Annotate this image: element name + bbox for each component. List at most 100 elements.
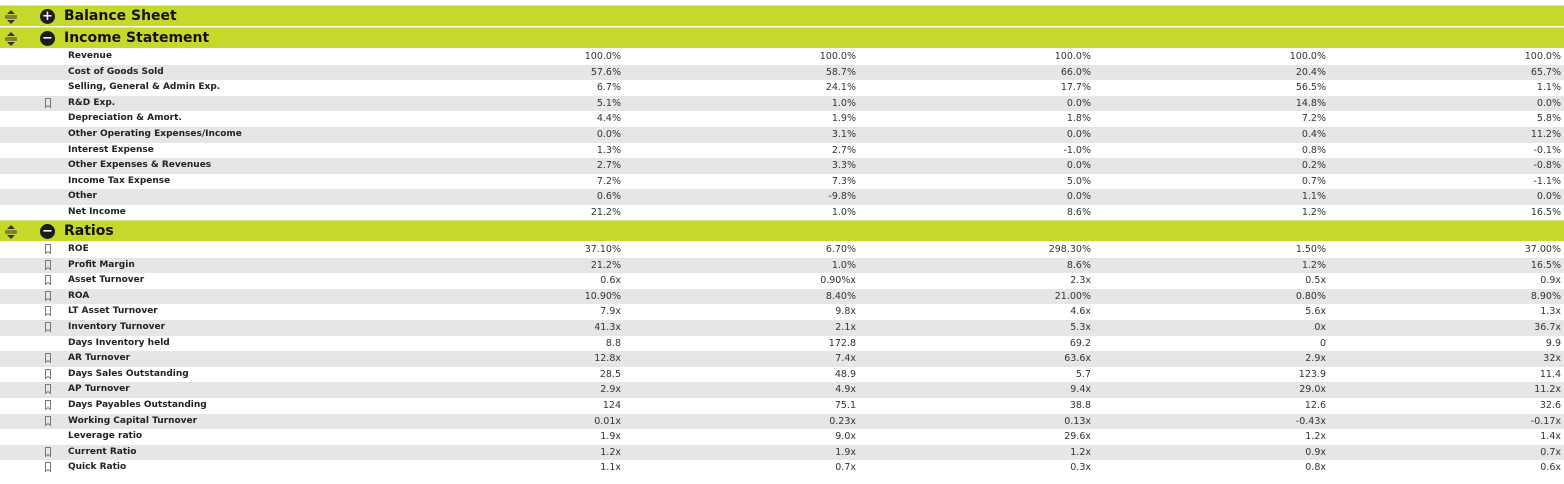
collapse-icon[interactable]: − (40, 31, 55, 46)
bookmark-icon[interactable] (45, 275, 51, 286)
cell-value: 17.7% (1060, 82, 1091, 94)
row-label: AR Turnover (68, 353, 131, 364)
cell-value: 8.90% (1530, 290, 1561, 302)
cell-value: 100.0% (584, 51, 621, 62)
table-row: Days Inventory held 8.8 172.8 69.2 0 9.9 (0, 336, 1564, 352)
bookmark-icon[interactable] (45, 415, 51, 427)
drag-handle-icon[interactable] (4, 31, 18, 46)
cell-value: 0.9x (1540, 275, 1561, 287)
table-row: Working Capital Turnover 0.01x 0.23x 0.13x -… (0, 413, 1564, 430)
row-label: Other Expenses & Revenues (68, 160, 212, 171)
table-row: Other Expenses & Revenues 2.7% 3.3% 0.0% 0.2… (0, 158, 1564, 174)
cell-value: 0.3x (1070, 462, 1091, 474)
cell-value: 9.9 (1545, 337, 1561, 349)
cell-value: 0.0% (1066, 191, 1091, 203)
bookmark-icon[interactable] (45, 97, 51, 109)
row-label: Days Sales Outstanding (68, 368, 189, 379)
cell-value: 4.4% (596, 113, 621, 125)
cell-value: 1.2% (1301, 207, 1326, 218)
cell-value: -0.43x (1295, 415, 1326, 427)
cell-value: 1.9x (835, 446, 856, 458)
table-row: Days Payables Outstanding 124 75.1 38.8 12.6… (0, 398, 1564, 414)
bookmark-icon[interactable] (45, 400, 51, 411)
cell-value: 32.6 (1539, 400, 1561, 411)
table-row: LT Asset Turnover 7.9x 9.8x 4.6x 5.6x 1.3x (0, 304, 1564, 320)
bookmark-icon[interactable] (45, 462, 51, 473)
row-label: Net Income (68, 207, 126, 217)
bookmark-icon[interactable] (45, 446, 51, 458)
cell-value: 0.23x (829, 415, 856, 427)
cell-value: 5.3x (1070, 322, 1091, 333)
cell-value: 0.0% (596, 129, 621, 140)
cell-value: 298.30% (1048, 244, 1091, 255)
cell-value: 1.2x (1305, 431, 1326, 443)
cell-value: 65.7% (1530, 66, 1561, 78)
cell-value: -9.8% (828, 191, 856, 203)
section-ratios[interactable]: − Ratios (0, 220, 1564, 241)
table-row: Cost of Goods Sold 57.6% 58.7% 66.0% 20.4% 65… (0, 64, 1564, 81)
cell-value: 21.2% (590, 207, 621, 218)
table-row: Profit Margin 21.2% 1.0% 8.6% 1.2% 16.5% (0, 257, 1564, 274)
cell-value: 2.7% (596, 160, 621, 172)
cell-value: 0.01x (594, 415, 621, 427)
table-row: ROE 37.10% 6.70% 298.30% 1.50% 37.00% (0, 242, 1564, 258)
cell-value: 0.6x (600, 275, 621, 287)
cell-value: 124 (602, 400, 621, 411)
table-row: Asset Turnover 0.6x 0.90%x 2.3x 0.5x 0.9x (0, 273, 1564, 289)
cell-value: 7.2% (596, 175, 621, 187)
cell-value: 12.6 (1304, 400, 1326, 411)
bookmark-icon[interactable] (45, 306, 51, 317)
table-row: ROA 10.90% 8.40% 21.00% 0.80% 8.90% (0, 288, 1564, 305)
cell-value: 6.70% (825, 244, 856, 255)
table-row: Inventory Turnover 41.3x 2.1x 5.3x 0x 36.7x (0, 320, 1564, 336)
row-label: Current Ratio (68, 446, 137, 457)
cell-value: 58.7% (825, 66, 856, 78)
cell-value: 0.0% (1066, 160, 1091, 172)
cell-value: 11.2x (1534, 384, 1561, 396)
table-row: Revenue 100.0% 100.0% 100.0% 100.0% 100.0% (0, 49, 1564, 65)
cell-value: 1.1% (1301, 191, 1326, 203)
cell-value: 8.40% (825, 290, 856, 302)
collapse-icon[interactable]: − (40, 224, 55, 239)
row-label: Days Inventory held (68, 337, 170, 348)
row-label: Working Capital Turnover (68, 415, 198, 426)
cell-value: -1.1% (1533, 175, 1561, 187)
cell-value: 57.6% (590, 66, 621, 78)
bookmark-icon[interactable] (45, 290, 51, 302)
cell-value: 21.2% (590, 259, 621, 271)
cell-value: 1.0% (831, 259, 856, 271)
cell-value: 100.0% (1289, 51, 1326, 62)
row-label: Other (68, 191, 97, 202)
table-row: R&D Exp. 5.1% 1.0% 0.0% 14.8% 0.0% (0, 95, 1564, 112)
cell-value: 0.0% (1536, 191, 1561, 203)
bookmark-icon[interactable] (45, 384, 51, 395)
table-row: Selling, General & Admin Exp. 6.7% 24.1% 17… (0, 80, 1564, 96)
row-label: Profit Margin (68, 259, 135, 270)
cell-value: 1.3x (1540, 306, 1561, 318)
cell-value: 10.90% (584, 290, 621, 302)
expand-icon[interactable]: + (40, 9, 55, 24)
drag-handle-icon[interactable] (4, 9, 18, 24)
cell-value: 0.90%x (820, 275, 856, 287)
drag-handle-icon[interactable] (4, 224, 18, 239)
table-row: Net Income 21.2% 1.0% 8.6% 1.2% 16.5% (0, 205, 1564, 221)
cell-value: 100.0% (819, 51, 856, 62)
cell-value: 3.1% (831, 129, 856, 140)
table-row: Current Ratio 1.2x 1.9x 1.2x 0.9x 0.7x (0, 444, 1564, 461)
cell-value: 0.0% (1066, 129, 1091, 140)
bookmark-icon[interactable] (45, 259, 51, 271)
section-income-statement[interactable]: − Income Statement (0, 27, 1564, 48)
cell-value: 28.5 (599, 368, 621, 380)
section-balance-sheet[interactable]: + Balance Sheet (0, 5, 1564, 26)
bookmark-icon[interactable] (45, 322, 51, 333)
cell-value: 16.5% (1530, 207, 1561, 218)
cell-value: 1.2% (1301, 259, 1326, 271)
bookmark-icon[interactable] (45, 353, 51, 364)
cell-value: 5.7 (1075, 368, 1091, 380)
cell-value: 2.7% (831, 144, 856, 156)
cell-value: 0.7x (835, 462, 856, 474)
bookmark-icon[interactable] (45, 368, 51, 380)
cell-value: 0x (1314, 322, 1326, 333)
cell-value: 5.8% (1536, 113, 1561, 125)
bookmark-icon[interactable] (45, 244, 51, 255)
